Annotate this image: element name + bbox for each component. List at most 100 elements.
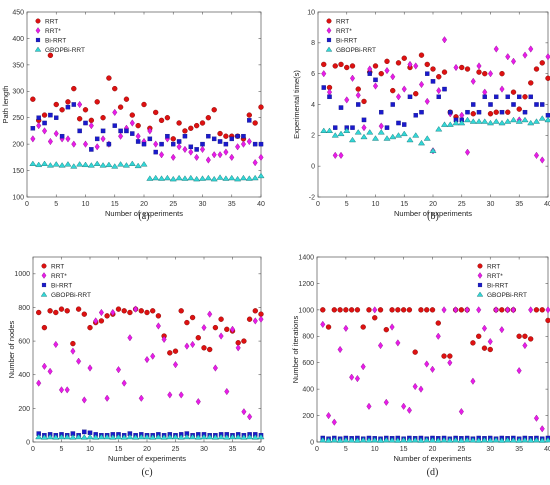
data-point xyxy=(528,94,533,100)
legend-label: Bi-RRT xyxy=(51,282,72,289)
data-point xyxy=(252,159,258,167)
data-point xyxy=(400,130,408,137)
data-point xyxy=(482,94,487,100)
y-tick-label: 10 xyxy=(307,9,315,16)
legend-marker xyxy=(41,272,47,279)
data-point xyxy=(424,360,430,368)
x-axis-label: Number of experiments xyxy=(394,454,472,463)
legend-marker xyxy=(40,291,48,297)
y-tick-label: -2 xyxy=(309,194,315,201)
data-point xyxy=(366,402,372,410)
data-point xyxy=(240,434,248,440)
series-rrt- xyxy=(320,306,550,433)
data-point xyxy=(419,109,424,115)
legend-marker xyxy=(41,263,47,269)
data-point xyxy=(528,45,534,53)
data-point xyxy=(411,436,419,443)
data-point xyxy=(424,307,430,313)
data-point xyxy=(377,437,385,443)
x-tick-label: 0 xyxy=(316,201,320,208)
legend-label: Bi-RRT xyxy=(336,37,357,44)
y-tick-label: 250 xyxy=(12,115,24,122)
data-point xyxy=(36,379,42,387)
y-tick-label: 800 xyxy=(18,305,30,312)
data-point xyxy=(169,175,177,182)
data-point xyxy=(53,101,59,108)
data-point xyxy=(223,434,231,440)
data-point xyxy=(395,60,402,66)
data-point xyxy=(446,121,454,127)
data-point xyxy=(166,433,174,440)
data-point xyxy=(515,118,523,124)
data-point xyxy=(93,317,99,325)
data-point xyxy=(528,80,534,86)
data-point xyxy=(389,323,395,331)
data-point xyxy=(104,394,110,402)
data-point xyxy=(417,139,426,146)
data-point xyxy=(424,97,430,106)
data-point xyxy=(36,122,42,130)
data-point xyxy=(413,62,419,70)
data-point xyxy=(528,306,534,314)
data-point xyxy=(441,306,447,314)
data-point xyxy=(384,66,390,75)
data-point xyxy=(372,63,379,69)
y-tick-label: 350 xyxy=(12,62,24,69)
y-axis-label: Experimental time(s) xyxy=(292,70,301,139)
data-point xyxy=(428,437,437,443)
data-point xyxy=(384,125,390,130)
data-point xyxy=(505,109,511,115)
data-point xyxy=(188,125,194,131)
data-point xyxy=(183,433,191,440)
legend-label: RRT xyxy=(51,263,64,270)
data-point xyxy=(359,436,367,443)
data-point xyxy=(193,122,200,129)
data-point xyxy=(532,118,541,124)
data-point xyxy=(158,175,166,181)
data-point xyxy=(110,308,116,317)
data-point xyxy=(41,160,49,166)
data-point xyxy=(348,437,356,443)
data-point xyxy=(418,307,424,313)
panel-caption: (a) xyxy=(138,211,149,222)
data-point xyxy=(228,174,236,181)
data-point xyxy=(464,306,470,314)
data-point xyxy=(172,348,179,354)
data-point xyxy=(211,136,217,142)
data-point xyxy=(522,51,528,59)
x-tick-label: 35 xyxy=(228,201,236,208)
data-point xyxy=(235,133,240,139)
data-point xyxy=(134,162,142,169)
data-point xyxy=(46,433,54,440)
data-point xyxy=(463,116,472,123)
data-point xyxy=(47,137,53,146)
data-point xyxy=(170,136,176,142)
data-point xyxy=(424,61,430,68)
data-point xyxy=(194,147,199,152)
data-point xyxy=(504,118,512,124)
data-point xyxy=(348,136,357,143)
data-point xyxy=(114,433,123,440)
data-point xyxy=(76,161,84,167)
data-point xyxy=(371,436,379,443)
data-point xyxy=(476,69,482,75)
x-tick-label: 5 xyxy=(344,446,348,453)
x-tick-label: 5 xyxy=(345,201,349,208)
data-point xyxy=(42,120,47,126)
data-point xyxy=(510,306,516,314)
legend-label: RRT* xyxy=(45,28,61,35)
data-point xyxy=(189,433,197,440)
data-point xyxy=(458,119,466,126)
data-point xyxy=(100,135,106,143)
data-point xyxy=(320,320,326,328)
legend-label: Bi-RRT xyxy=(45,37,66,44)
x-axis-label: Number of experiments xyxy=(394,209,472,218)
data-point xyxy=(235,143,241,151)
data-point xyxy=(395,339,401,347)
data-point xyxy=(533,307,540,313)
data-point xyxy=(135,122,141,129)
x-tick-label: 20 xyxy=(429,446,437,453)
data-point xyxy=(435,126,443,132)
data-point xyxy=(448,109,453,115)
data-point xyxy=(423,436,431,443)
